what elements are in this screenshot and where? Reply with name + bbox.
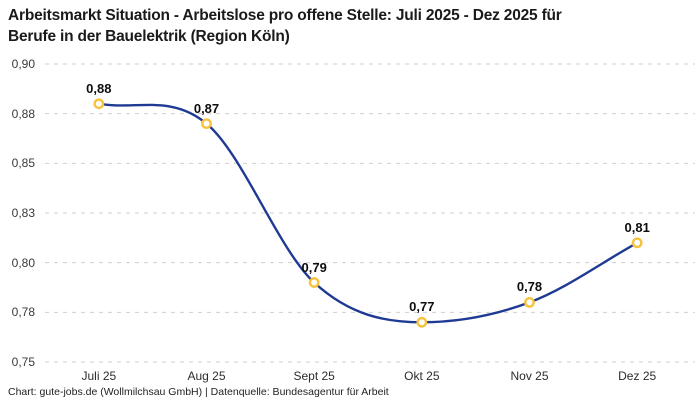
x-axis-tick-label: Dez 25 (618, 369, 657, 383)
data-point-marker (631, 237, 643, 249)
chart-title: Arbeitsmarkt Situation - Arbeitslose pro… (8, 5, 562, 47)
data-point-label: 0,79 (301, 259, 327, 275)
data-point-label: 0,77 (409, 299, 435, 315)
y-axis-tick-label: 0,80 (11, 255, 35, 270)
data-point-label: 0,87 (193, 100, 220, 116)
data-point-marker (308, 277, 320, 288)
x-axis-tick-label: Nov 25 (510, 369, 549, 383)
y-axis-tick-label: 0,88 (11, 106, 35, 121)
x-axis-tick-label: Aug 25 (187, 369, 226, 383)
data-point-marker (201, 118, 212, 130)
data-point-marker (93, 98, 105, 110)
chart-credit: Chart: gute-jobs.de (Wollmilchsau GmbH) … (8, 386, 389, 398)
x-axis-tick-label: Okt 25 (404, 369, 440, 383)
data-point-label: 0,88 (86, 80, 112, 96)
chart-title-line1: Arbeitsmarkt Situation - Arbeitslose pro… (8, 7, 562, 24)
x-axis-tick-label: Juli 25 (81, 369, 117, 383)
data-point-label: 0,81 (624, 219, 650, 235)
line-series (97, 102, 639, 324)
y-axis-tick-label: 0,85 (11, 156, 35, 171)
data-point-label: 0,78 (516, 279, 543, 295)
y-axis-tick-label: 0,75 (11, 355, 35, 369)
y-axis-tick-label: 0,90 (11, 57, 35, 71)
y-axis-tick-label: 0,83 (11, 206, 35, 220)
data-point-marker (416, 316, 428, 328)
x-axis-tick-label: Sept 25 (293, 369, 335, 383)
y-axis-tick-label: 0,78 (11, 305, 35, 320)
data-point-marker (524, 296, 535, 308)
chart-title-line2: Berufe in der Bauelektrik (Region Köln) (8, 28, 290, 45)
